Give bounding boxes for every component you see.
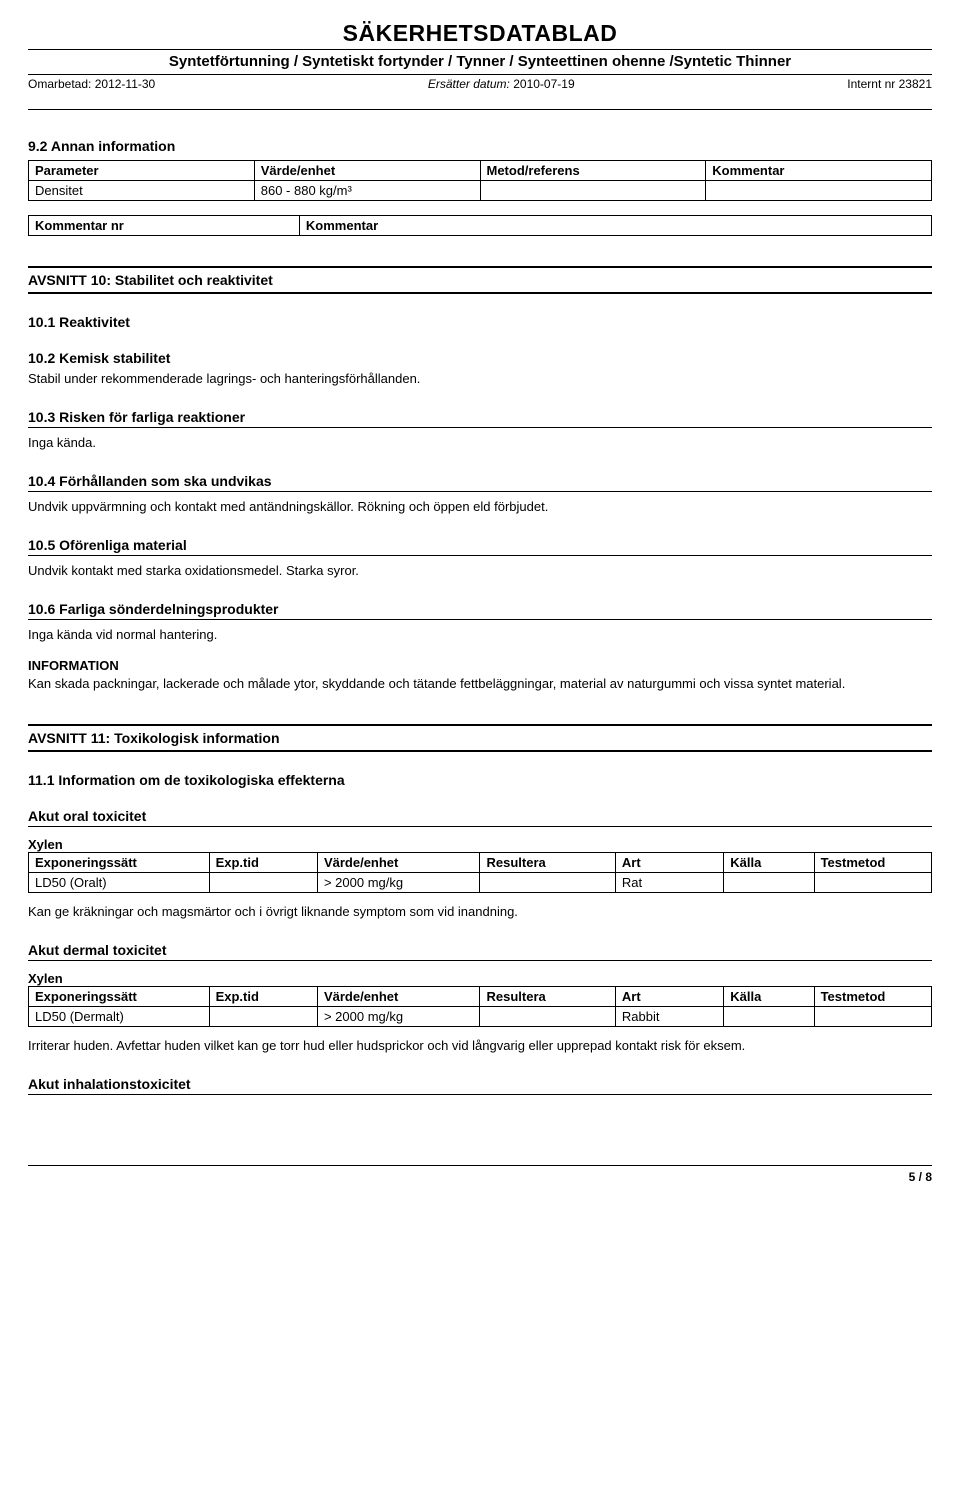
td-densitet-param: Densitet [29,181,255,201]
td-dermal-art: Rabbit [615,1007,723,1027]
td-oral-art: Rat [615,873,723,893]
td-densitet-comment [706,181,932,201]
th-value: Värde/enhet [254,161,480,181]
text-10-4: Undvik uppvärmning och kontakt med antän… [28,498,932,517]
text-10-2: Stabil under rekommenderade lagrings- oc… [28,370,932,389]
oral-substance: Xylen [28,837,932,852]
th-oral-art: Art [615,853,723,873]
heading-10-4: 10.4 Förhållanden som ska undvikas [28,473,932,492]
heading-11-1: 11.1 Information om de toxikologiska eff… [28,772,932,788]
meta-row: Omarbetad: 2012-11-30 Ersätter datum: 20… [28,75,932,110]
avsnitt-11-title: AVSNITT 11: Toxikologisk information [28,724,932,752]
td-oral-test [814,873,931,893]
page-footer: 5 / 8 [28,1165,932,1184]
text-10-3: Inga kända. [28,434,932,453]
heading-inhalation: Akut inhalationstoxicitet [28,1076,932,1095]
th-dermal-tid: Exp.tid [209,987,317,1007]
th-dermal-val: Värde/enhet [317,987,480,1007]
internal-nr: Internt nr 23821 [847,77,932,91]
td-densitet-value: 860 - 880 kg/m³ [254,181,480,201]
td-dermal-test [814,1007,931,1027]
th-dermal-test: Testmetod [814,987,931,1007]
th-comment-nr: Kommentar nr [29,216,300,236]
text-10-6: Inga kända vid normal hantering. [28,626,932,645]
th-oral-tid: Exp.tid [209,853,317,873]
dermal-text: Irriterar huden. Avfettar huden vilket k… [28,1037,932,1056]
revised-label: Omarbetad: [28,77,91,91]
heading-10-1: 10.1 Reaktivitet [28,314,932,330]
th-oral-test: Testmetod [814,853,931,873]
oral-text: Kan ge kräkningar och magsmärtor och i ö… [28,903,932,922]
td-densitet-method [480,181,706,201]
th-dermal-res: Resultera [480,987,615,1007]
information-text: Kan skada packningar, lackerade och måla… [28,675,932,694]
doc-subtitle: Syntetförtunning / Syntetiskt fortynder … [28,49,932,75]
th-oral-kalla: Källa [724,853,814,873]
td-oral-kalla [724,873,814,893]
th-method: Metod/referens [480,161,706,181]
oral-tox-table: Exponeringssätt Exp.tid Värde/enhet Resu… [28,852,932,893]
information-label: INFORMATION [28,658,932,673]
td-dermal-exp: LD50 (Dermalt) [29,1007,210,1027]
th-oral-exp: Exponeringssätt [29,853,210,873]
td-oral-res [480,873,615,893]
th-dermal-art: Art [615,987,723,1007]
td-dermal-kalla [724,1007,814,1027]
th-oral-val: Värde/enhet [317,853,480,873]
heading-10-6: 10.6 Farliga sönderdelningsprodukter [28,601,932,620]
replaces: Ersätter datum: 2010-07-19 [428,77,575,91]
page-number: 5 / 8 [909,1170,932,1184]
doc-title: SÄKERHETSDATABLAD [28,20,932,47]
th-dermal-exp: Exponeringssätt [29,987,210,1007]
heading-9-2: 9.2 Annan information [28,138,932,154]
th-oral-res: Resultera [480,853,615,873]
td-dermal-tid [209,1007,317,1027]
table-9-2: Parameter Värde/enhet Metod/referens Kom… [28,160,932,201]
heading-10-2: 10.2 Kemisk stabilitet [28,350,932,366]
td-oral-val: > 2000 mg/kg [317,873,480,893]
replaces-label: Ersätter datum: [428,77,510,91]
td-oral-tid [209,873,317,893]
heading-dermal: Akut dermal toxicitet [28,942,932,961]
revised: Omarbetad: 2012-11-30 [28,77,155,91]
th-comment-text: Kommentar [299,216,931,236]
replaces-value: 2010-07-19 [513,77,574,91]
table-9-2-comment: Kommentar nr Kommentar [28,215,932,236]
heading-oral: Akut oral toxicitet [28,808,932,827]
heading-10-3: 10.3 Risken för farliga reaktioner [28,409,932,428]
text-10-5: Undvik kontakt med starka oxidationsmede… [28,562,932,581]
th-comment: Kommentar [706,161,932,181]
heading-10-5: 10.5 Oförenliga material [28,537,932,556]
dermal-tox-table: Exponeringssätt Exp.tid Värde/enhet Resu… [28,986,932,1027]
avsnitt-10-title: AVSNITT 10: Stabilitet och reaktivitet [28,266,932,294]
td-dermal-res [480,1007,615,1027]
th-dermal-kalla: Källa [724,987,814,1007]
dermal-substance: Xylen [28,971,932,986]
td-dermal-val: > 2000 mg/kg [317,1007,480,1027]
th-parameter: Parameter [29,161,255,181]
td-oral-exp: LD50 (Oralt) [29,873,210,893]
revised-value: 2012-11-30 [95,77,156,91]
